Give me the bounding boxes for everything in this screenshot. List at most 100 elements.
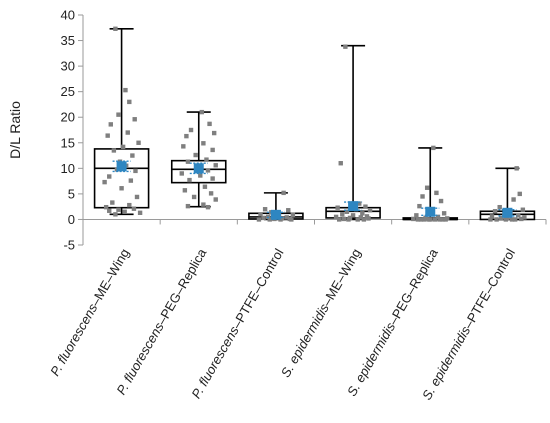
data-point [509, 217, 515, 222]
category-condition: –ME–Wing [319, 246, 364, 309]
data-point [134, 194, 140, 200]
data-point [127, 99, 132, 105]
data-point [133, 168, 138, 174]
mean-point [425, 206, 436, 217]
data-point [336, 217, 342, 222]
data-point [199, 109, 205, 115]
iqr-box [93, 148, 150, 209]
y-tick-label: 40 [61, 8, 75, 23]
data-point [128, 178, 134, 183]
data-point [132, 117, 137, 122]
data-point [366, 216, 371, 221]
mean-marker-6 [498, 207, 517, 218]
data-point [123, 87, 128, 93]
data-point [131, 206, 137, 211]
data-point [520, 207, 526, 212]
data-point [201, 141, 206, 146]
data-point [267, 217, 272, 222]
data-point [494, 217, 499, 222]
y-tick-label: -5 [63, 238, 75, 253]
data-point [205, 168, 211, 173]
data-point [516, 213, 521, 218]
category-species: P. fluorescens [188, 323, 242, 401]
data-point [213, 197, 218, 202]
category-label-1: P. fluorescens–ME–Wing [47, 246, 132, 378]
data-point [522, 215, 527, 220]
data-point [431, 145, 436, 151]
data-point [440, 217, 445, 222]
data-point [361, 217, 367, 222]
data-point [497, 204, 502, 210]
mean-point [270, 209, 281, 220]
data-point [437, 217, 442, 222]
data-point [137, 210, 143, 215]
data-point [205, 204, 211, 210]
x-axis [82, 218, 547, 225]
data-point [355, 217, 360, 222]
data-point [262, 207, 268, 212]
box-2 [170, 111, 227, 208]
data-point [202, 184, 208, 189]
mean-marker-5 [421, 206, 440, 217]
category-condition: –PEG–Replica [154, 245, 210, 327]
data-point [198, 173, 203, 178]
data-point [417, 203, 422, 209]
y-tick-label: 30 [61, 59, 75, 74]
mean-markers [112, 160, 517, 220]
data-point [519, 216, 524, 222]
data-point [415, 217, 421, 222]
y-tick-label: 20 [61, 110, 75, 125]
data-point [256, 217, 262, 222]
category-label-3: P. fluorescens–PTFE–Control [188, 246, 286, 401]
data-point [211, 130, 217, 136]
mean-marker-3 [266, 209, 285, 220]
data-point [120, 144, 126, 150]
data-point [113, 212, 118, 217]
data-point [426, 217, 431, 222]
data-point [358, 215, 363, 220]
data-point [350, 213, 356, 218]
data-point [119, 186, 124, 191]
category-condition: –ME–Wing [87, 246, 132, 309]
data-point [343, 44, 348, 49]
data-point [187, 177, 192, 183]
category-label-4: S. epidermidis–ME–Wing [278, 246, 364, 380]
data-point [204, 157, 209, 162]
data-point [210, 147, 215, 153]
data-point [107, 208, 112, 213]
data-point [340, 212, 345, 217]
y-tick-label: 5 [68, 186, 75, 201]
data-point [290, 212, 296, 218]
data-point [281, 190, 286, 196]
mean-point [502, 207, 513, 218]
iqr-box [170, 159, 227, 184]
mean-point [348, 201, 359, 212]
data-point [185, 203, 191, 209]
data-point [420, 194, 425, 199]
data-point [213, 163, 218, 168]
data-point [333, 214, 339, 220]
category-species: P. fluorescens [113, 319, 167, 397]
data-point [512, 217, 518, 222]
data-point [514, 166, 519, 171]
mean-marker-4 [344, 201, 363, 212]
data-point [182, 188, 188, 193]
y-tick-label: 25 [61, 84, 75, 99]
data-point [107, 174, 112, 179]
data-point [210, 176, 215, 181]
data-point [103, 204, 109, 210]
data-point [188, 127, 194, 133]
category-species: P. fluorescens [47, 301, 101, 379]
data-point [424, 185, 430, 190]
data-point [435, 214, 441, 220]
data-point [207, 121, 212, 127]
data-point [499, 215, 504, 221]
data-point [441, 211, 447, 216]
data-point [116, 207, 121, 212]
data-point [363, 204, 368, 209]
mean-point [193, 163, 204, 174]
boxes [93, 27, 536, 221]
category-species: S. epidermidis [278, 301, 332, 380]
category-label-5: S. epidermidis–PEG–Replica [344, 245, 441, 398]
